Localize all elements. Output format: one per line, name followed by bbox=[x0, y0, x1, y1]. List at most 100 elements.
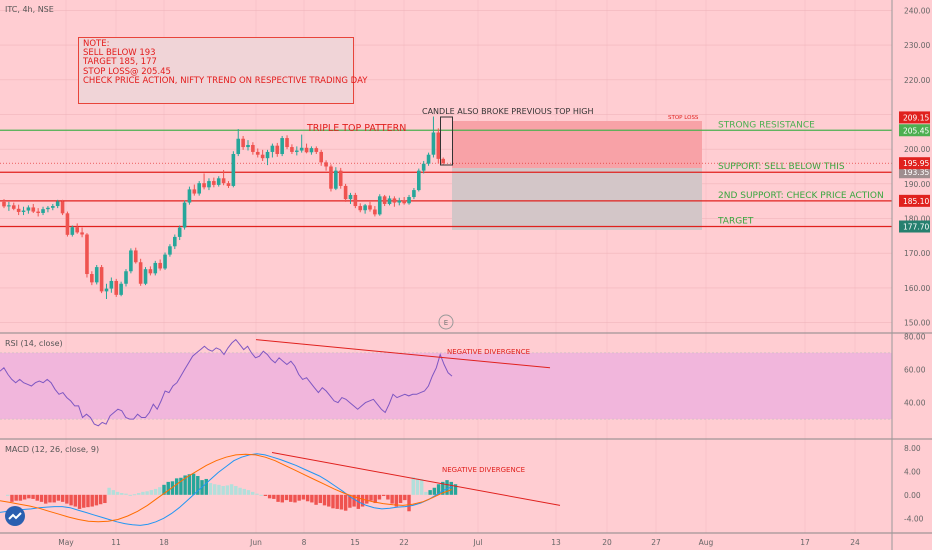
macd-histogram-bar bbox=[141, 491, 145, 495]
price-level-badge bbox=[899, 124, 930, 137]
macd-histogram-bar bbox=[27, 494, 31, 499]
candle-body bbox=[148, 269, 153, 274]
level-label: 2ND SUPPORT: CHECK PRICE ACTION bbox=[718, 191, 884, 201]
triple-top-label: TRIPLE TOP PATTERN bbox=[306, 123, 406, 134]
macd-histogram-bar bbox=[115, 491, 120, 495]
candle-body bbox=[168, 246, 172, 255]
macd-histogram-bar bbox=[132, 494, 137, 496]
macd-histogram-bar bbox=[56, 494, 61, 501]
candle-body bbox=[60, 201, 65, 214]
macd-histogram-bar bbox=[365, 494, 369, 504]
candle-body bbox=[70, 227, 75, 235]
candle-body bbox=[436, 132, 441, 159]
note-line: STOP LOSS@ 205.45 bbox=[83, 66, 171, 77]
signal-line bbox=[0, 453, 453, 523]
price-axis[interactable]: 240.00230.00220.00210.00200.00190.00180.… bbox=[899, 6, 930, 328]
macd-histogram-bar bbox=[82, 494, 86, 508]
sell-zone-reward bbox=[452, 168, 702, 230]
macd-histogram-bar bbox=[191, 473, 196, 495]
macd-histogram-bar bbox=[339, 494, 344, 510]
macd-histogram-bar bbox=[60, 494, 65, 502]
macd-tick-label: 8.00 bbox=[904, 444, 921, 453]
candle-body bbox=[324, 162, 328, 167]
macd-histogram-bar bbox=[255, 493, 259, 495]
macd-histogram-bar bbox=[179, 477, 183, 495]
macd-pane[interactable]: 8.00 4.00 0.00 -4.00 NEGATIVE DIVERGENCE bbox=[0, 444, 924, 526]
macd-histogram-bar bbox=[251, 491, 255, 495]
rsi-pane[interactable]: 80.00 60.00 40.00 NEGATIVE DIVERGENCE bbox=[0, 332, 926, 427]
macd-histogram-bar bbox=[259, 494, 263, 496]
rsi-band bbox=[0, 352, 892, 420]
tradingview-logo-icon[interactable] bbox=[5, 506, 25, 526]
time-tick-label: Aug bbox=[699, 538, 714, 547]
macd-histogram-bar bbox=[149, 490, 154, 495]
candle-body bbox=[338, 170, 343, 186]
macd-histogram-bar bbox=[103, 494, 107, 504]
price-pane[interactable]: STRONG RESISTANCE SUPPORT: SELL BELOW THI… bbox=[0, 107, 892, 330]
time-tick-label: 17 bbox=[800, 538, 810, 547]
macd-histogram-bar bbox=[39, 494, 44, 502]
macd-histogram-bar bbox=[69, 494, 73, 506]
macd-histogram-bar bbox=[14, 494, 18, 501]
candle-body bbox=[275, 145, 280, 155]
macd-tick-label: -4.00 bbox=[904, 514, 924, 523]
candle-body bbox=[187, 189, 192, 203]
candle-body bbox=[402, 200, 406, 204]
candle-body bbox=[7, 205, 11, 207]
level-label: STRONG RESISTANCE bbox=[718, 120, 815, 130]
price-tick-label: 180.00 bbox=[904, 215, 930, 224]
price-tick-label: 220.00 bbox=[904, 76, 930, 85]
macd-histogram-bar bbox=[107, 487, 111, 495]
candle-body bbox=[299, 147, 304, 151]
candle-body bbox=[46, 207, 50, 210]
candle-body bbox=[265, 151, 270, 159]
position-badge bbox=[899, 111, 930, 124]
price-level-value: 205.45 bbox=[903, 126, 929, 135]
candle-body bbox=[90, 274, 94, 283]
macd-histogram-bar bbox=[293, 494, 297, 503]
candle-body bbox=[246, 144, 250, 148]
macd-histogram-bar bbox=[158, 487, 162, 495]
macd-histogram-bar bbox=[153, 488, 158, 495]
rsi-tick-label: 60.00 bbox=[904, 365, 926, 374]
candle-body bbox=[280, 138, 284, 155]
macd-histogram-bar bbox=[217, 484, 221, 495]
macd-divergence-label: NEGATIVE DIVERGENCE bbox=[442, 466, 525, 474]
macd-histogram-bar bbox=[22, 494, 27, 500]
candle-body bbox=[329, 166, 333, 189]
candle-body bbox=[212, 181, 216, 185]
price-tick-label: 170.00 bbox=[904, 249, 930, 258]
macd-histogram-bar bbox=[428, 490, 432, 495]
candle-body bbox=[426, 154, 431, 164]
position-badge bbox=[899, 157, 930, 170]
candle-body bbox=[104, 288, 109, 292]
candle-body bbox=[55, 201, 60, 207]
time-axis[interactable]: May 11 18 Jun 8 15 22 Jul 13 20 27 Aug 17 24 bbox=[58, 538, 860, 547]
candle-body bbox=[304, 147, 309, 153]
candle-body bbox=[177, 227, 182, 237]
price-level-value: 185.10 bbox=[903, 197, 929, 206]
macd-histogram-bar bbox=[166, 481, 170, 495]
position-value: 195.95 bbox=[903, 159, 929, 168]
candle-body bbox=[387, 198, 392, 204]
candle-body bbox=[138, 262, 143, 284]
candle-body bbox=[382, 196, 387, 204]
candle-body bbox=[241, 138, 245, 148]
note-line: CHECK PRICE ACTION, NIFTY TREND ON RESPE… bbox=[83, 75, 368, 86]
level-label: SUPPORT: SELL BELOW THIS bbox=[718, 162, 845, 172]
macd-tick-label: 0.00 bbox=[904, 491, 921, 500]
candle-body bbox=[94, 267, 99, 283]
symbol-title: ITC, 4h, NSE bbox=[5, 5, 54, 14]
macd-histogram-bar bbox=[204, 478, 208, 495]
macd-histogram-bar bbox=[407, 494, 411, 512]
macd-histogram-bar bbox=[145, 491, 149, 495]
macd-histogram-bar bbox=[445, 480, 449, 495]
macd-histogram-bar bbox=[373, 494, 377, 504]
candle-body bbox=[85, 234, 89, 275]
price-level-value: 193.35 bbox=[903, 168, 929, 177]
event-marker[interactable]: E bbox=[438, 314, 454, 330]
rsi-title: RSI (14, close) bbox=[5, 339, 63, 348]
candle-body bbox=[163, 254, 167, 269]
macd-histogram-bar bbox=[441, 481, 445, 495]
trade-note: NOTE: SELL BELOW 193 TARGET 185, 177 STO… bbox=[78, 37, 368, 104]
